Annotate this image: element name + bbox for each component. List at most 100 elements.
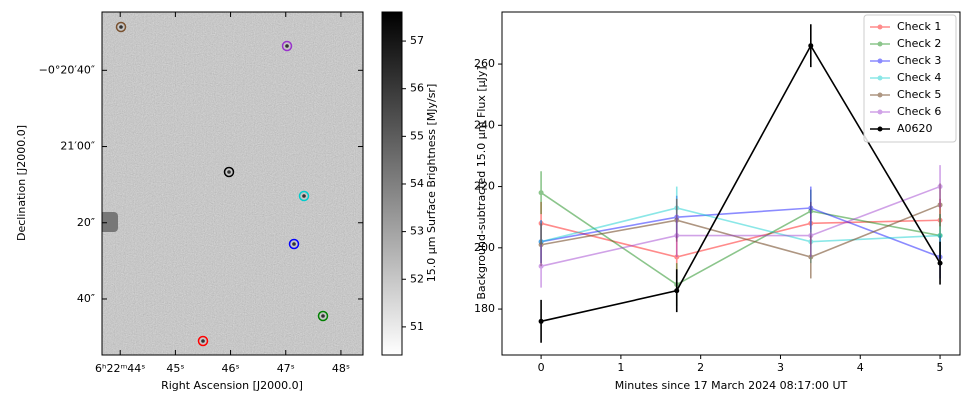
sky-image: [101, 11, 364, 356]
colorbar-tick-label: 57: [410, 34, 424, 47]
data-point: [808, 208, 814, 214]
source-circle: [298, 190, 310, 202]
x-tick-label: 3: [777, 361, 784, 374]
image-edge: [102, 212, 118, 232]
data-point: [937, 202, 943, 208]
series-line: [540, 44, 941, 323]
image-frame: [101, 11, 364, 356]
series-line: [540, 219, 941, 258]
series-line: [540, 185, 941, 267]
x-tick-label: 48ˢ: [332, 362, 350, 375]
series-line: [540, 207, 941, 243]
data-point: [538, 190, 544, 196]
colorbar-label: 15.0 μm Surface Brightness [MJy/sr]: [425, 84, 438, 282]
colorbar-tick-label: 52: [410, 272, 424, 285]
legend-marker: [877, 75, 883, 81]
legend-label: Check 4: [897, 71, 941, 84]
series-line: [540, 207, 941, 258]
source: [302, 194, 306, 198]
legend-marker: [877, 126, 883, 132]
source-circle: [288, 238, 300, 250]
series: [538, 165, 943, 288]
source: [119, 25, 123, 29]
data-point: [674, 288, 680, 294]
colorbar-tick-label: 51: [410, 320, 424, 333]
y-tick-label: 200: [474, 241, 495, 254]
data-point: [538, 242, 544, 248]
series: [538, 24, 943, 343]
colorbar: [381, 11, 403, 356]
legend-box: [863, 14, 957, 143]
data-point: [808, 205, 814, 211]
data-point: [937, 260, 943, 266]
y-tick-label: 21′00″: [60, 140, 95, 153]
colorbar-tick-label: 54: [410, 177, 424, 190]
data-point: [937, 233, 943, 239]
legend-entry: [870, 41, 890, 47]
legend-entry: [870, 75, 890, 81]
x-tick-label: 46ˢ: [222, 362, 240, 375]
colorbar-tick-label: 53: [410, 225, 424, 238]
legend-label: Check 1: [897, 20, 941, 33]
data-point: [808, 43, 814, 49]
image-pixels: [102, 12, 363, 355]
data-point: [674, 233, 680, 239]
legend-label: Check 3: [897, 54, 941, 67]
legend-marker: [877, 24, 883, 30]
source-circle: [317, 310, 329, 322]
x-tick-label: 47ˢ: [277, 362, 295, 375]
data-point: [674, 254, 680, 260]
source: [285, 44, 289, 48]
x-axis-label: Right Ascension [J2000.0]: [161, 379, 303, 392]
data-point: [674, 217, 680, 223]
y-tick-label: 20″: [77, 216, 95, 229]
legend-entry: [870, 58, 890, 64]
data-point: [538, 318, 544, 324]
source: [321, 314, 325, 318]
y-tick-label: 40″: [77, 292, 95, 305]
legend-marker: [877, 109, 883, 115]
y-axis-label: Declination [J2000.0]: [15, 125, 28, 241]
y-axis-label: Background-subtracted 15.0 μm Flux [μJy]: [475, 66, 488, 299]
x-tick-label: 45ˢ: [166, 362, 184, 375]
data-point: [937, 184, 943, 190]
data-point: [808, 233, 814, 239]
x-tick-label: 2: [697, 361, 704, 374]
legend-marker: [877, 41, 883, 47]
legend-label: A0620: [897, 122, 933, 135]
legend-label: Check 6: [897, 105, 941, 118]
source-circle: [281, 40, 293, 52]
legend-marker: [877, 92, 883, 98]
source: [292, 242, 296, 246]
source-circle: [197, 335, 209, 347]
x-tick-label: 6ʰ22ᵐ44ˢ: [95, 362, 145, 375]
x-axis-label: Minutes since 17 March 2024 08:17:00 UT: [615, 379, 848, 392]
x-tick-label: 4: [857, 361, 864, 374]
source-circle: [115, 21, 127, 33]
source-circle: [223, 166, 235, 178]
legend-entry: [870, 24, 890, 30]
y-tick-label: 240: [474, 118, 495, 131]
series: [538, 183, 943, 279]
source: [227, 170, 231, 174]
legend-entry: [870, 109, 890, 115]
legend-entry: [870, 126, 890, 132]
colorbar-tick-label: 56: [410, 82, 424, 95]
x-tick-label: 0: [538, 361, 545, 374]
y-tick-label: 220: [474, 180, 495, 193]
plot-frame: [501, 11, 961, 356]
data-point: [937, 233, 943, 239]
series-line: [540, 192, 941, 286]
data-point: [808, 254, 814, 260]
y-tick-label: −0°20′40″: [39, 63, 95, 76]
x-tick-label: 5: [937, 361, 944, 374]
data-point: [808, 220, 814, 226]
legend-label: Check 2: [897, 37, 941, 50]
source: [201, 339, 205, 343]
series-line: [540, 204, 941, 258]
data-point: [538, 263, 544, 269]
x-tick-label: 1: [617, 361, 624, 374]
colorbar-tick-label: 55: [410, 129, 424, 142]
legend-marker: [877, 58, 883, 64]
